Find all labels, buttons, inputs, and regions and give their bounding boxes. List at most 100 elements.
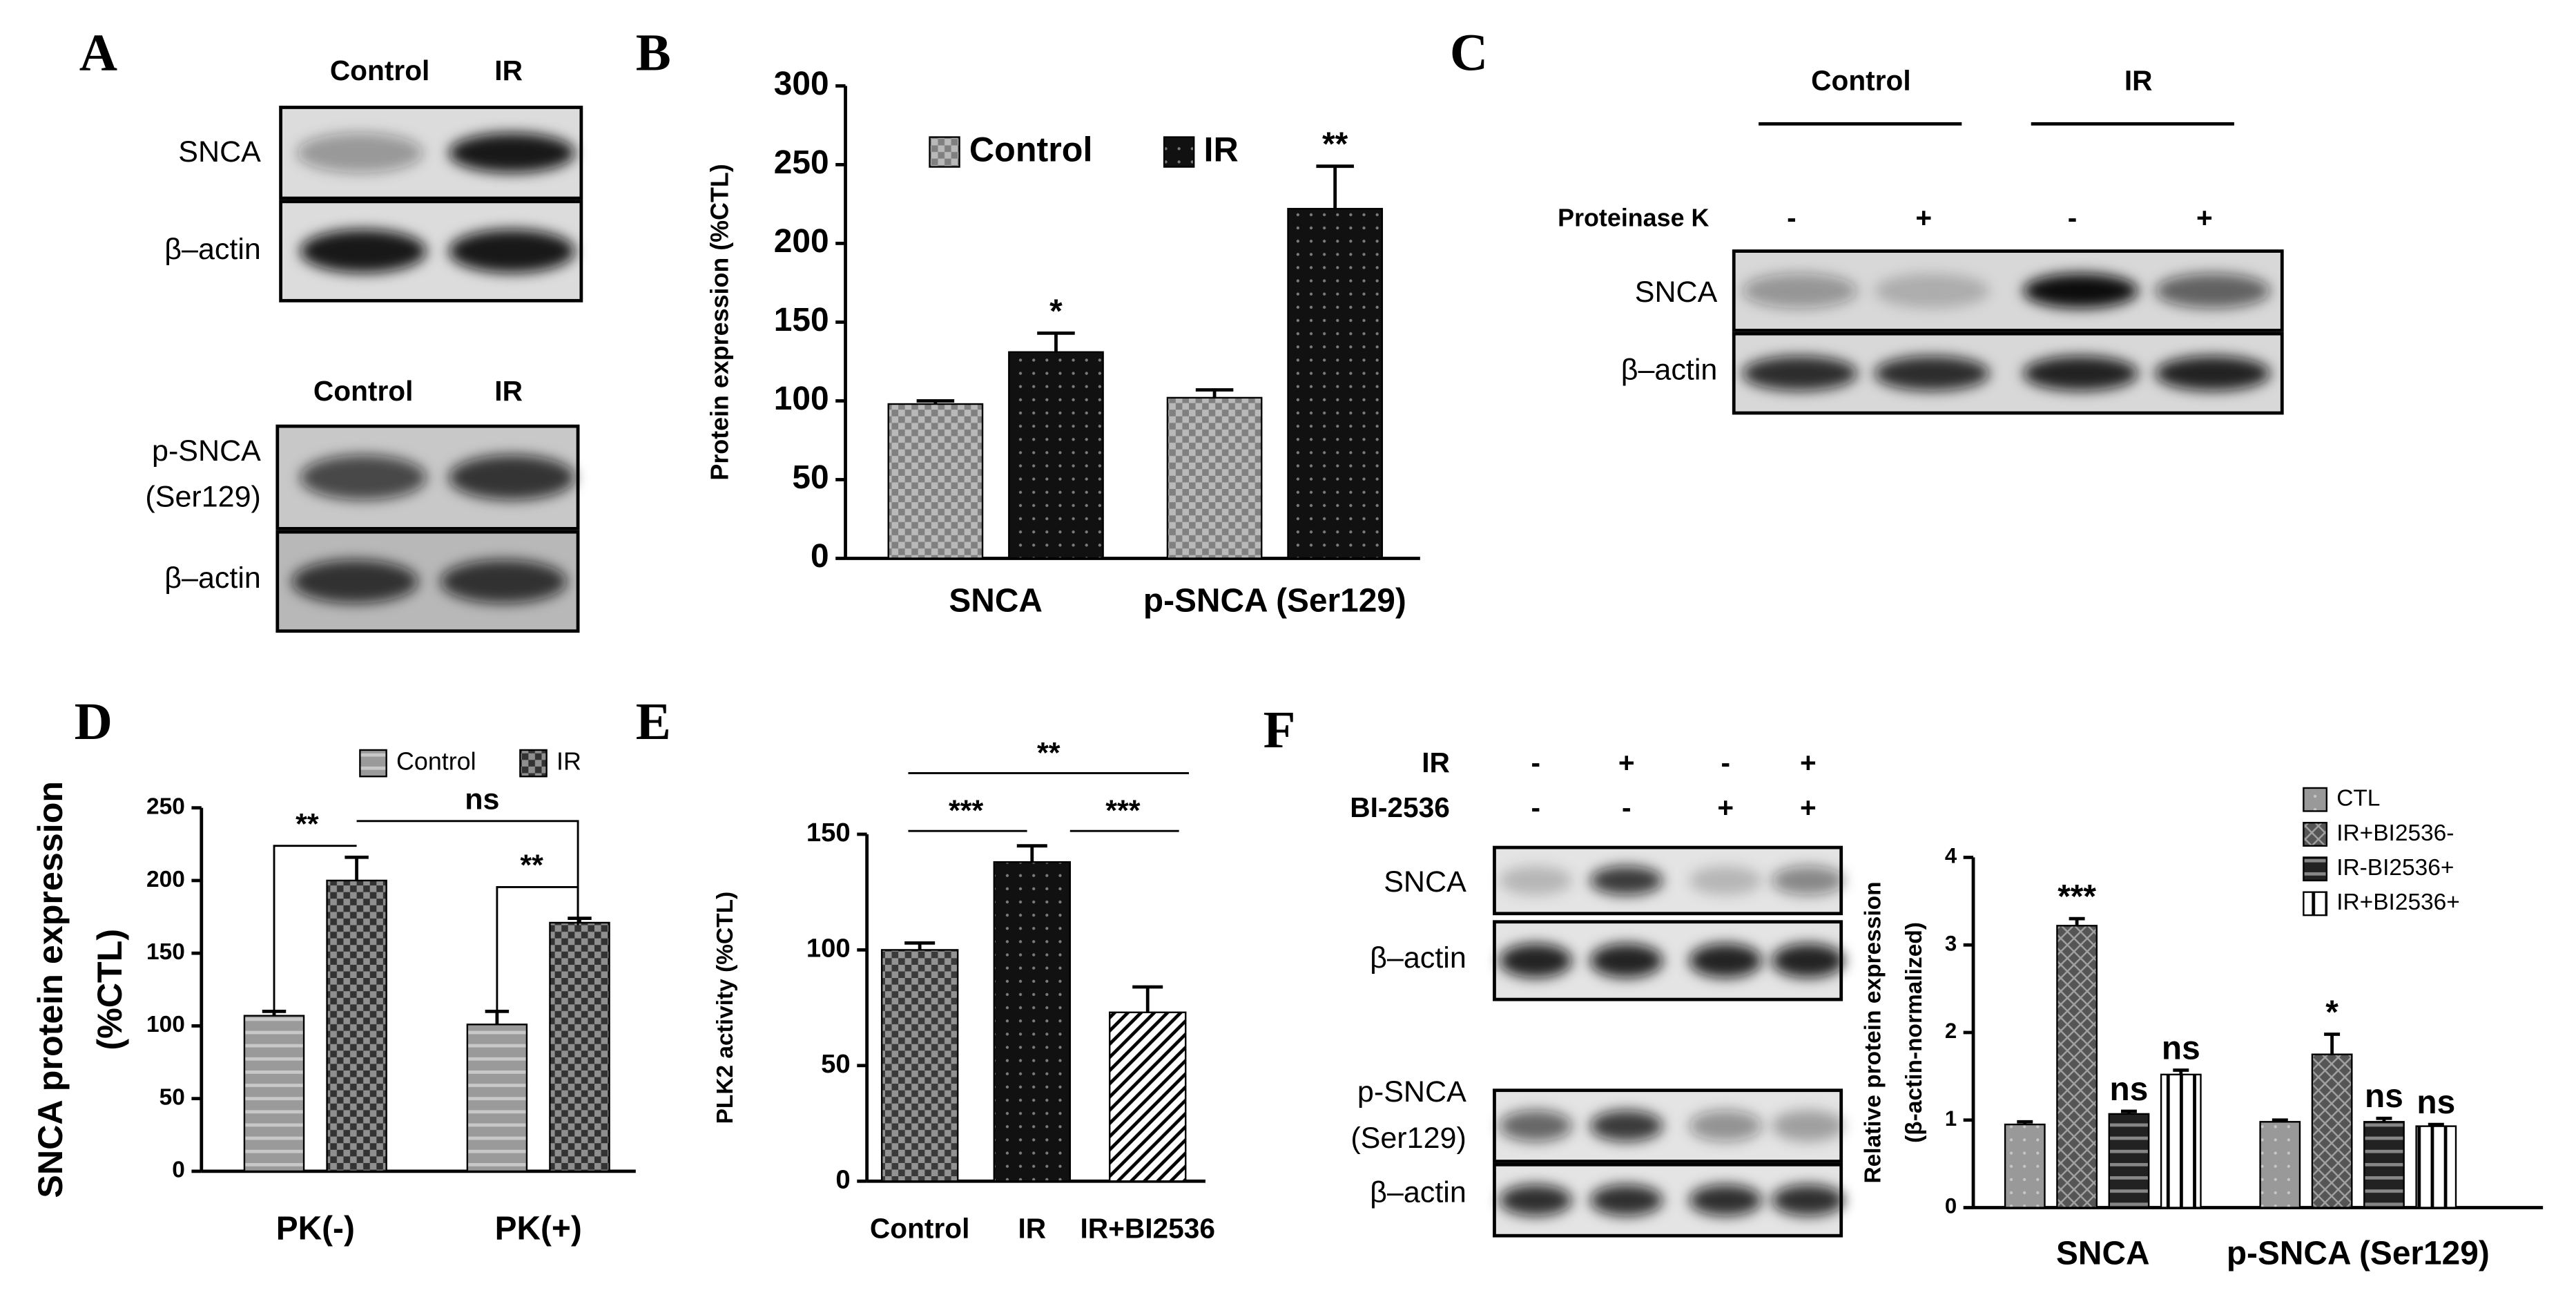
- blot-column: IR: [494, 375, 523, 407]
- blot-condition: Proteinase K: [1558, 204, 1709, 232]
- bar: [993, 861, 1071, 1182]
- blot-row: β–actin: [1370, 941, 1466, 975]
- y-tick-label: 100: [806, 933, 851, 963]
- legend-label: IR: [556, 748, 581, 776]
- y-tick-label: 1: [1945, 1106, 1957, 1131]
- error-bar: [916, 399, 955, 405]
- legend-swatch: [2303, 891, 2328, 916]
- bar: [880, 949, 959, 1182]
- y-tick-label: 0: [1945, 1194, 1957, 1218]
- legend-label: IR+BI2536-: [2336, 820, 2454, 846]
- x-tick-label: IR: [1018, 1213, 1046, 1245]
- significance: *: [2325, 994, 2338, 1030]
- legend-swatch: [519, 749, 548, 778]
- bar: [2363, 1121, 2405, 1209]
- y-tick-label: 150: [806, 818, 851, 847]
- blot-band: [2023, 356, 2138, 391]
- error-bar: [2017, 1120, 2033, 1125]
- bar: [887, 403, 984, 559]
- panel-letter: E: [636, 692, 671, 751]
- x-tick-label: PK(-): [276, 1211, 355, 1247]
- bar: [2415, 1125, 2457, 1209]
- blot-frame: [279, 106, 583, 200]
- blot-sign: +: [1800, 747, 1817, 778]
- blot-condition: BI-2536: [1350, 791, 1450, 823]
- blot-row: β–actin: [164, 233, 261, 266]
- comparison-bracket: [356, 820, 579, 925]
- error-bar: [1016, 844, 1047, 863]
- panel-letter: A: [79, 23, 117, 81]
- blot-band: [2023, 273, 2138, 309]
- legend-swatch: [2303, 787, 2328, 812]
- y-tick-label: 0: [835, 1164, 850, 1194]
- y-axis-label: (%CTL): [90, 929, 129, 1050]
- error-bar: [2376, 1116, 2392, 1122]
- legend-label: IR+BI2536+: [2336, 890, 2460, 915]
- panel-letter: B: [636, 23, 671, 81]
- error-bar: [2173, 1068, 2189, 1075]
- significance: **: [1322, 126, 1348, 163]
- blot-sign: +: [1717, 791, 1734, 823]
- blot-band: [1742, 356, 1858, 391]
- y-tick-label: 150: [774, 302, 829, 338]
- blot-frame: [1493, 845, 1843, 916]
- panel-letter: C: [1450, 23, 1488, 81]
- x-tick-label: IR+BI2536: [1080, 1213, 1214, 1245]
- comparison-bracket: [496, 886, 579, 1011]
- bar: [1109, 1011, 1187, 1182]
- blot-sign: -: [1531, 747, 1540, 778]
- blot-band: [1772, 865, 1845, 895]
- blot-band: [300, 454, 427, 500]
- panel-letter: F: [1263, 700, 1296, 759]
- y-tick-label: 50: [821, 1049, 851, 1079]
- bar: [2004, 1123, 2046, 1209]
- legend-label: IR-BI2536+: [2336, 855, 2454, 881]
- blot-row: SNCA: [1384, 865, 1466, 899]
- blot-row: β–actin: [1621, 354, 1718, 387]
- blot-band: [1590, 865, 1663, 895]
- blot-band: [1590, 1110, 1663, 1142]
- blot-sign: +: [1800, 791, 1817, 823]
- blot-sign: +: [1618, 747, 1635, 778]
- blot-sign: -: [1622, 791, 1631, 823]
- error-bar: [1316, 164, 1354, 209]
- y-tick-label: 300: [774, 66, 829, 102]
- blot-row: β–actin: [1370, 1176, 1466, 1209]
- blot-column: Control: [330, 55, 430, 86]
- blot-band: [1874, 273, 1990, 309]
- blot-band: [1874, 356, 1990, 391]
- legend-label: IR: [1204, 130, 1239, 169]
- bar: [2311, 1053, 2353, 1209]
- blot-row: (Ser129): [145, 481, 260, 514]
- blot-sign: -: [1787, 202, 1797, 233]
- blot-row: p-SNCA: [152, 434, 261, 468]
- blot-band: [1499, 865, 1572, 895]
- blot-band: [296, 133, 423, 173]
- y-tick-label: 0: [811, 538, 829, 575]
- blot-condition: IR: [1422, 747, 1450, 778]
- bar: [2108, 1113, 2150, 1209]
- x-tick-label: p-SNCA (Ser129): [2227, 1236, 2490, 1272]
- y-tick-label: 250: [774, 144, 829, 181]
- blot-sign: +: [2196, 202, 2213, 233]
- blot-band: [1742, 273, 1858, 309]
- legend-swatch: [929, 136, 960, 168]
- x-tick-label: p-SNCA (Ser129): [1143, 583, 1406, 620]
- bar: [549, 921, 610, 1173]
- blot-band: [1772, 1110, 1845, 1142]
- blot-band: [449, 133, 575, 173]
- blot-band: [1499, 943, 1572, 978]
- significance: ns: [2110, 1071, 2149, 1108]
- blot-band: [449, 454, 575, 500]
- y-tick-label: 50: [159, 1084, 185, 1110]
- blot-frame: [279, 200, 583, 303]
- blot-frame: [1493, 920, 1843, 1001]
- significance: **: [520, 849, 543, 882]
- y-axis-label: (β-actin-normalized): [1901, 922, 1927, 1143]
- error-bar: [1037, 332, 1075, 352]
- legend-swatch: [359, 749, 387, 778]
- significance: ***: [949, 794, 984, 827]
- legend-label: Control: [396, 748, 476, 776]
- bar: [243, 1015, 305, 1173]
